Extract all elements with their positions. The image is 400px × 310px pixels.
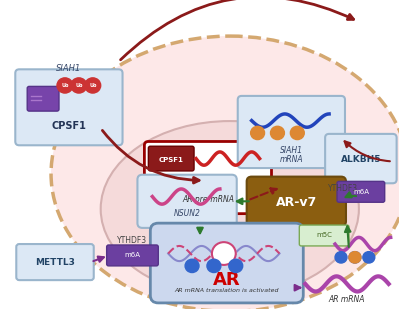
Text: AR: AR — [213, 271, 241, 289]
Text: Ub: Ub — [89, 83, 96, 88]
FancyBboxPatch shape — [325, 134, 397, 183]
Circle shape — [349, 252, 361, 263]
Text: CPSF1: CPSF1 — [52, 121, 86, 131]
FancyBboxPatch shape — [27, 86, 59, 111]
Text: ALKBH5: ALKBH5 — [341, 155, 381, 164]
Text: AR mRNA translation is activated: AR mRNA translation is activated — [174, 288, 279, 293]
FancyBboxPatch shape — [107, 245, 158, 266]
FancyBboxPatch shape — [144, 141, 272, 214]
Circle shape — [207, 259, 221, 272]
Text: NSUN2: NSUN2 — [174, 209, 200, 218]
Text: CPSF1: CPSF1 — [159, 157, 184, 162]
FancyBboxPatch shape — [299, 225, 349, 246]
FancyBboxPatch shape — [148, 146, 194, 171]
Circle shape — [85, 78, 101, 93]
Text: AR mRNA: AR mRNA — [329, 294, 365, 303]
Circle shape — [57, 78, 73, 93]
Circle shape — [229, 259, 243, 272]
Text: YTHDF3: YTHDF3 — [328, 184, 358, 193]
Circle shape — [349, 252, 361, 263]
Text: YTHDF3: YTHDF3 — [118, 236, 148, 245]
Circle shape — [363, 252, 375, 263]
Text: Ub: Ub — [61, 83, 69, 88]
FancyBboxPatch shape — [337, 181, 385, 202]
Text: mRNA: mRNA — [280, 155, 303, 164]
Circle shape — [71, 78, 87, 93]
FancyBboxPatch shape — [247, 177, 346, 226]
FancyBboxPatch shape — [138, 175, 237, 228]
Text: m6A: m6A — [353, 189, 369, 195]
Text: m5C: m5C — [316, 232, 332, 238]
Text: AR pre-mRNA: AR pre-mRNA — [182, 195, 234, 204]
Text: SIAH1: SIAH1 — [56, 64, 82, 73]
Text: SIAH1: SIAH1 — [280, 145, 303, 154]
FancyBboxPatch shape — [238, 96, 345, 168]
Circle shape — [251, 126, 264, 140]
FancyBboxPatch shape — [150, 223, 303, 303]
FancyBboxPatch shape — [15, 69, 122, 145]
Text: m6A: m6A — [124, 252, 140, 259]
Text: Ub: Ub — [75, 83, 82, 88]
Circle shape — [290, 126, 304, 140]
Text: METTL3: METTL3 — [35, 258, 75, 267]
Circle shape — [212, 242, 236, 265]
Text: AR-v7: AR-v7 — [276, 196, 317, 209]
Ellipse shape — [101, 121, 359, 297]
Ellipse shape — [51, 36, 400, 310]
Circle shape — [335, 252, 347, 263]
Circle shape — [270, 126, 284, 140]
Circle shape — [185, 259, 199, 272]
FancyBboxPatch shape — [16, 244, 94, 280]
